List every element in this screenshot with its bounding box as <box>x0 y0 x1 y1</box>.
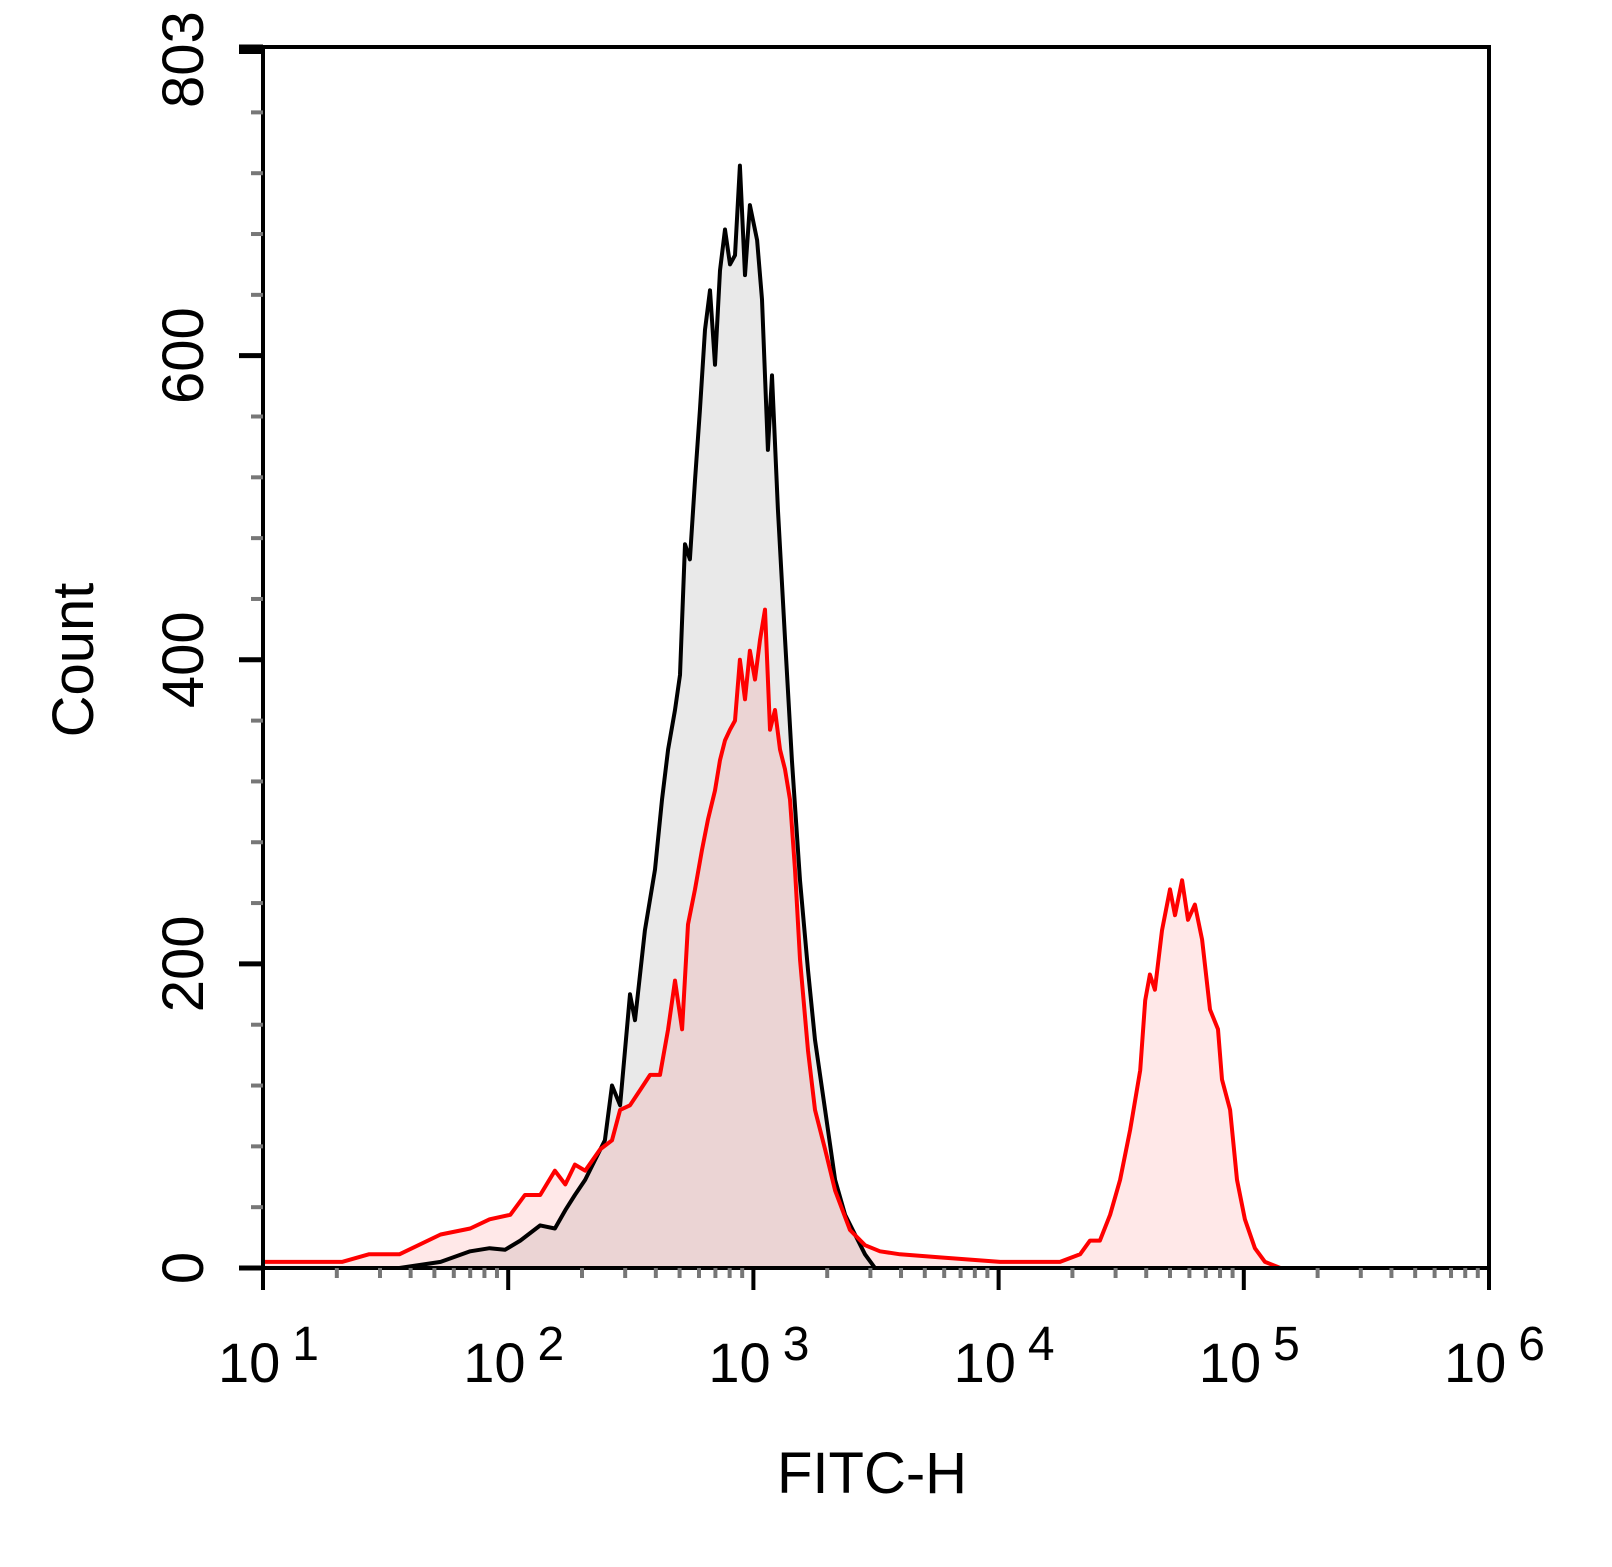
y-tick-label: 200 <box>151 915 216 1012</box>
y-axis-label: Count <box>41 583 106 738</box>
y-tick-label: 0 <box>151 1252 216 1284</box>
x-axis: 10 1 10 2 10 3 10 4 10 5 10 6 <box>218 1266 1545 1394</box>
x-tick-label: 10 2 <box>463 1318 564 1394</box>
series-1-fill <box>263 609 1489 1268</box>
series-fills <box>263 165 1489 1269</box>
series-1-line <box>263 607 1489 1270</box>
x-tick-label: 10 5 <box>1199 1318 1300 1394</box>
x-tick-label: 10 4 <box>954 1318 1055 1394</box>
y-tick-label: 400 <box>151 611 216 708</box>
x-tick-label: 10 3 <box>708 1318 809 1394</box>
plot-frame <box>261 45 1491 1270</box>
y-tick-label: 600 <box>151 307 216 404</box>
x-axis-label: FITC-H <box>777 1441 967 1506</box>
series-0-line <box>263 163 1489 1270</box>
series-0-fill <box>263 165 1489 1269</box>
y-tick-label: 803 <box>151 11 216 108</box>
x-tick-label: 10 6 <box>1444 1318 1545 1394</box>
x-tick-label: 10 1 <box>218 1318 319 1394</box>
y-axis: 0 200 400 600 803 <box>151 11 265 1290</box>
series-lines <box>263 163 1489 1270</box>
